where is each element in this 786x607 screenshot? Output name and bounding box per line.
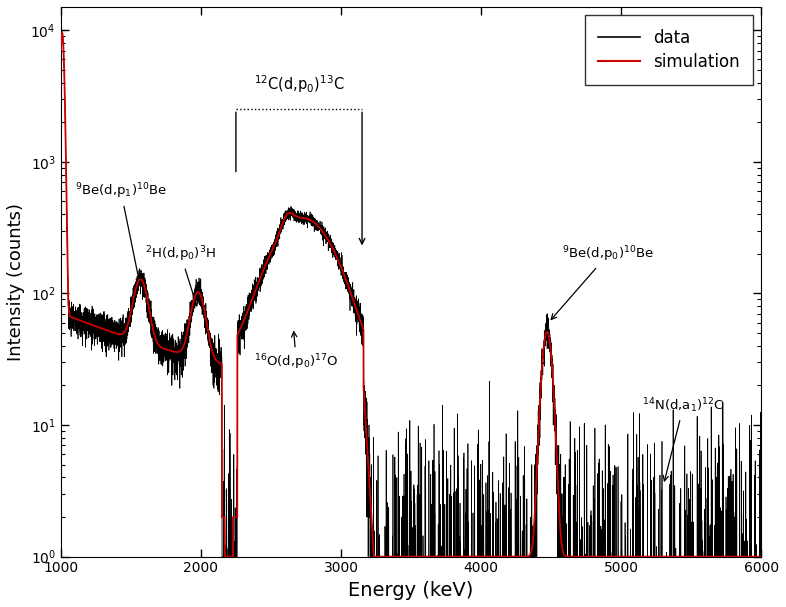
Text: $^{14}$N(d,a$_1$)$^{12}$C: $^{14}$N(d,a$_1$)$^{12}$C <box>642 396 725 481</box>
Text: $^{16}$O(d,p$_0$)$^{17}$O: $^{16}$O(d,p$_0$)$^{17}$O <box>254 331 339 372</box>
Text: $^{12}$C(d,p$_0$)$^{13}$C: $^{12}$C(d,p$_0$)$^{13}$C <box>254 73 344 95</box>
X-axis label: Energy (keV): Energy (keV) <box>348 581 474 600</box>
Y-axis label: Intensity (counts): Intensity (counts) <box>7 203 25 361</box>
Legend: data, simulation: data, simulation <box>585 15 753 84</box>
Text: $^{2}$H(d,p$_0$)$^{3}$H: $^{2}$H(d,p$_0$)$^{3}$H <box>145 244 216 306</box>
Text: $^{9}$Be(d,p$_0$)$^{10}$Be: $^{9}$Be(d,p$_0$)$^{10}$Be <box>551 244 655 319</box>
Text: $^{9}$Be(d,p$_1$)$^{10}$Be: $^{9}$Be(d,p$_1$)$^{10}$Be <box>75 181 167 284</box>
